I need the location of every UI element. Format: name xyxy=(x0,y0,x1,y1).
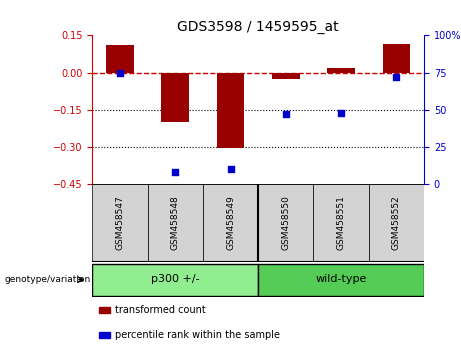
Bar xyxy=(272,73,300,79)
Bar xyxy=(99,332,111,337)
Bar xyxy=(258,264,424,296)
Text: GSM458550: GSM458550 xyxy=(281,195,290,251)
Text: GSM458549: GSM458549 xyxy=(226,196,235,250)
Text: transformed count: transformed count xyxy=(115,305,206,315)
Bar xyxy=(99,307,111,313)
Text: p300 +/-: p300 +/- xyxy=(151,274,200,284)
Bar xyxy=(92,184,148,262)
Bar xyxy=(327,68,355,73)
Text: GSM458548: GSM458548 xyxy=(171,196,180,250)
Bar xyxy=(203,184,258,262)
Bar xyxy=(258,184,313,262)
Point xyxy=(116,70,124,75)
Text: GSM458547: GSM458547 xyxy=(115,196,124,250)
Point xyxy=(227,166,234,172)
Text: genotype/variation: genotype/variation xyxy=(5,275,91,284)
Bar xyxy=(106,45,134,73)
Bar xyxy=(313,184,369,262)
Point xyxy=(393,74,400,80)
Point xyxy=(171,169,179,175)
Point xyxy=(282,112,290,117)
Bar xyxy=(161,73,189,122)
Bar xyxy=(92,264,258,296)
Bar xyxy=(369,184,424,262)
Bar xyxy=(217,73,244,148)
Text: percentile rank within the sample: percentile rank within the sample xyxy=(115,330,280,339)
Title: GDS3598 / 1459595_at: GDS3598 / 1459595_at xyxy=(177,21,339,34)
Bar xyxy=(148,184,203,262)
Text: wild-type: wild-type xyxy=(315,274,367,284)
Bar xyxy=(383,44,410,73)
Text: GSM458551: GSM458551 xyxy=(337,195,346,251)
Text: GSM458552: GSM458552 xyxy=(392,196,401,250)
Point xyxy=(337,110,345,115)
